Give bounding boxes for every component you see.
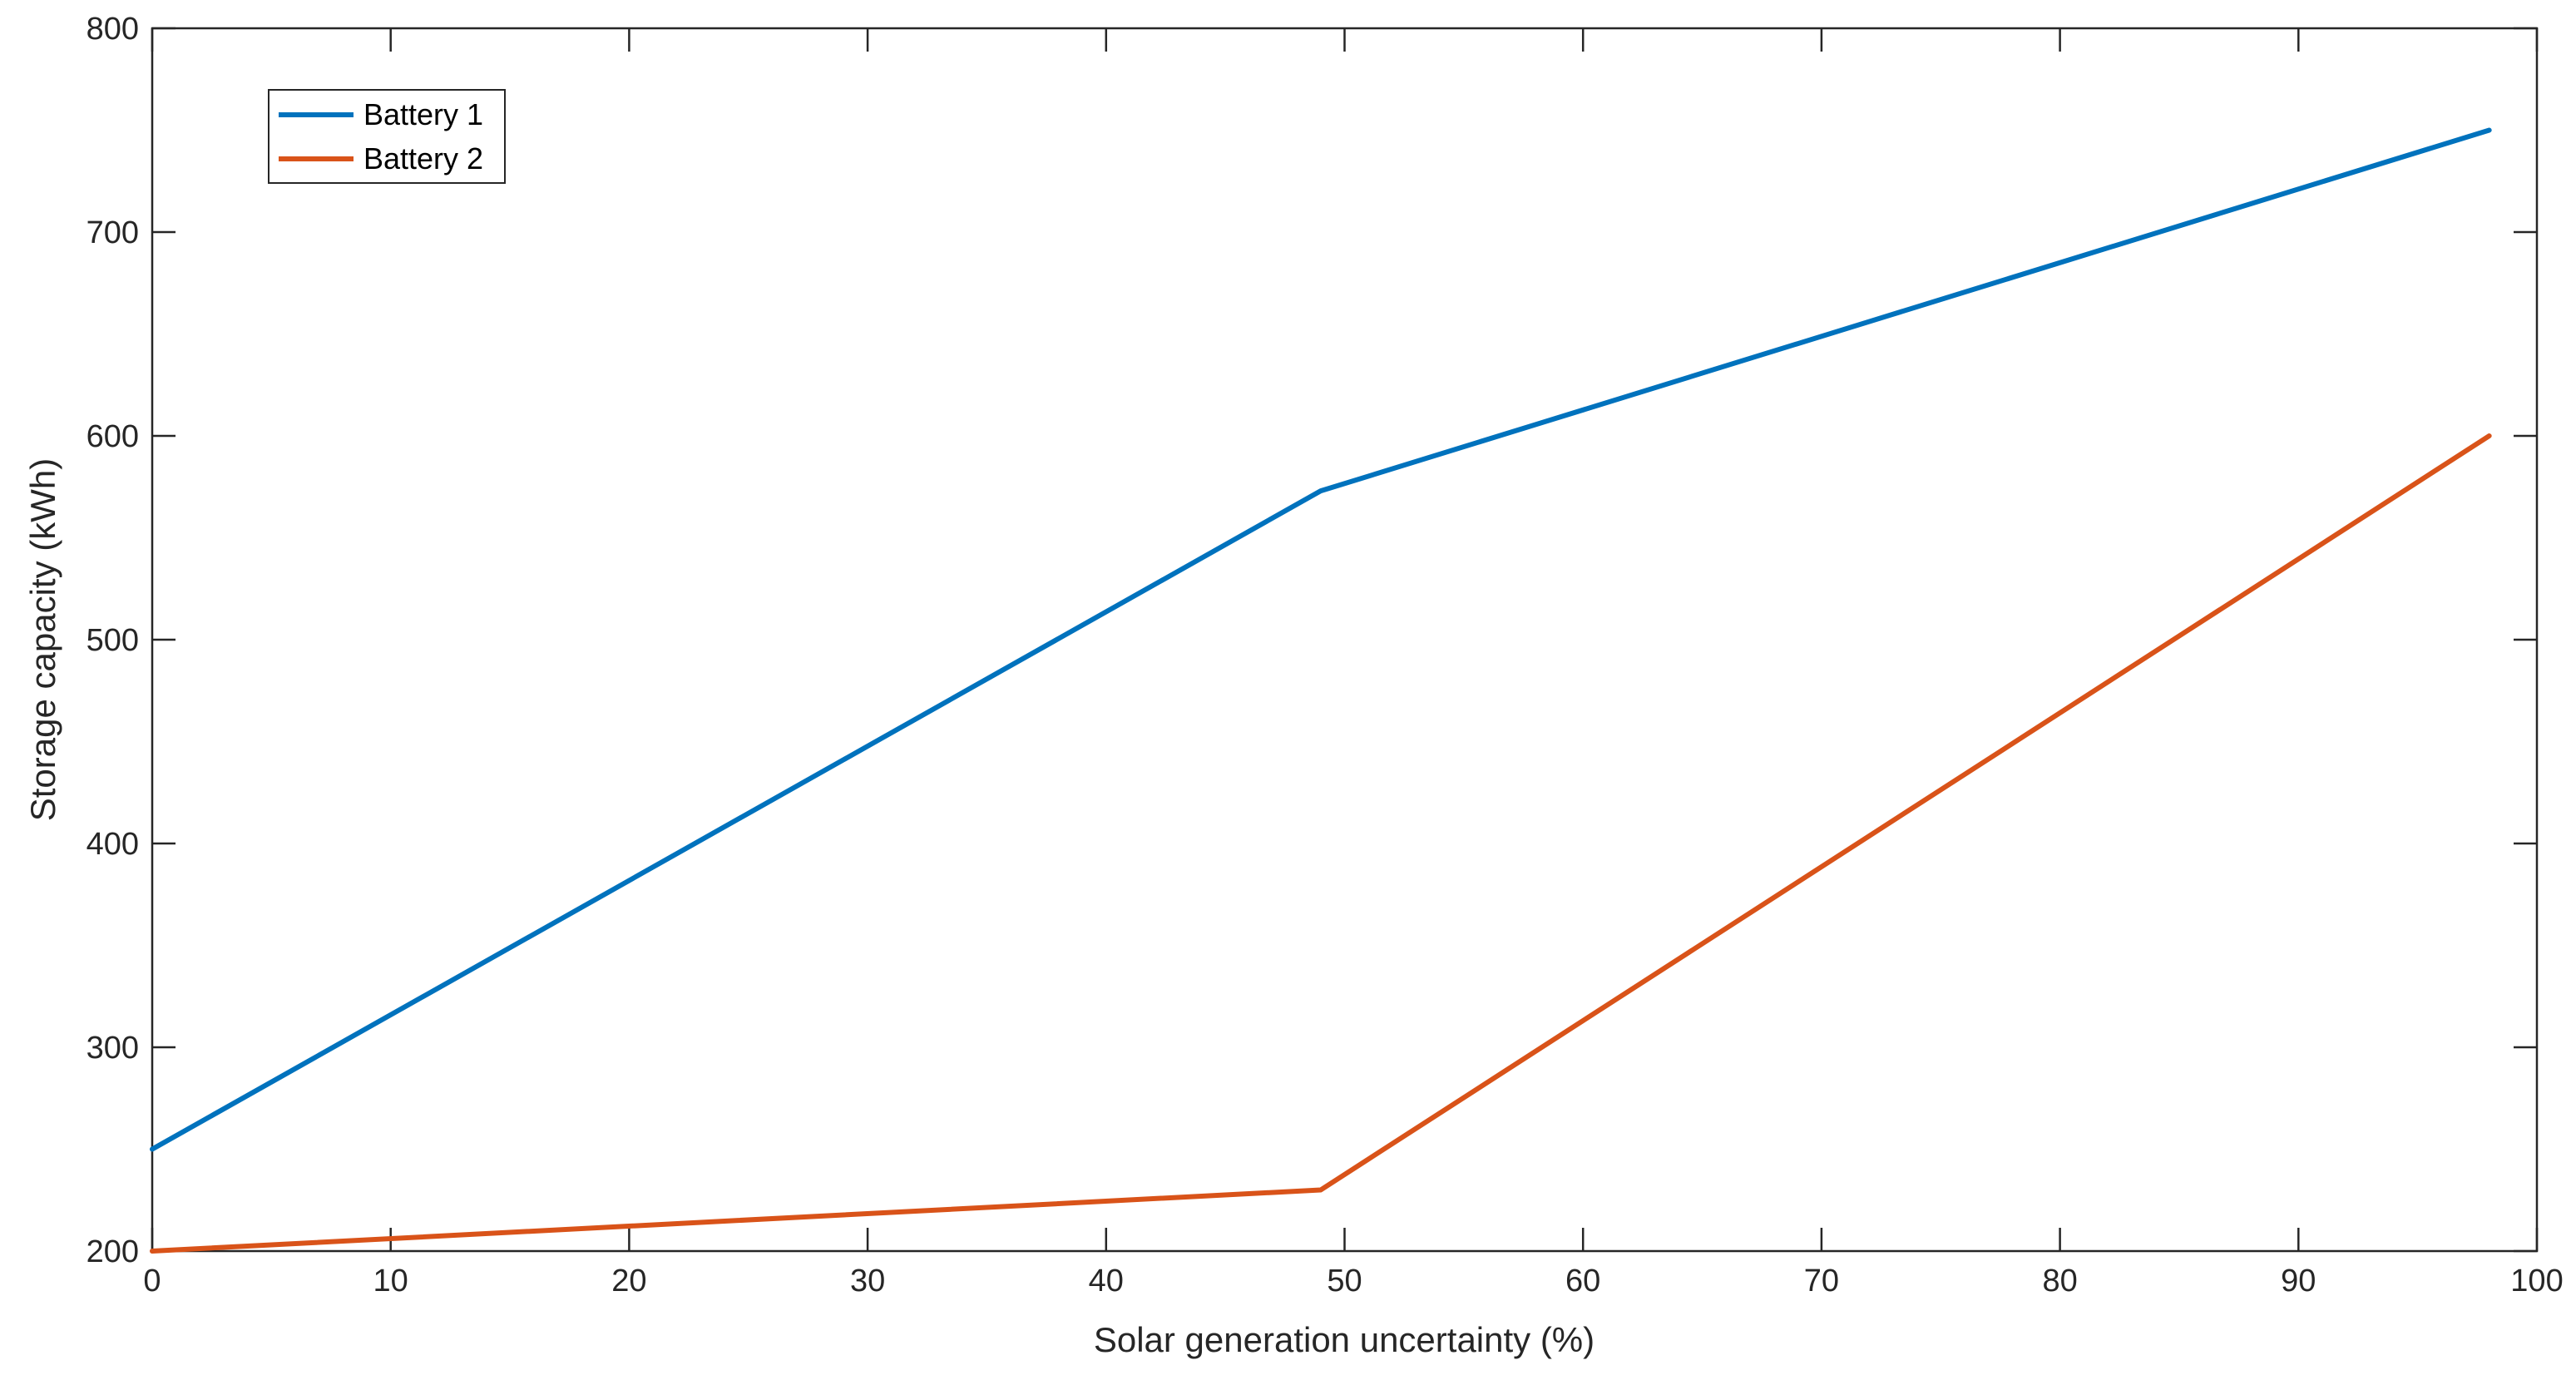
y-tick-label: 500 xyxy=(87,623,139,658)
x-tick-label: 50 xyxy=(1327,1264,1362,1298)
x-tick-label: 90 xyxy=(2281,1264,2316,1298)
plot-area xyxy=(151,27,2539,1253)
series-line-battery-1 xyxy=(150,127,2492,1152)
x-axis-label: Solar generation uncertainty (%) xyxy=(1094,1320,1595,1359)
x-tick-label: 60 xyxy=(1565,1264,1600,1298)
legend: Battery 1 Battery 2 xyxy=(268,89,506,184)
x-tick-label: 100 xyxy=(2510,1264,2563,1298)
x-tick-label: 30 xyxy=(850,1264,885,1298)
y-tick-label: 200 xyxy=(87,1234,139,1269)
x-tick-label: 40 xyxy=(1089,1264,1124,1298)
y-tick-label: 800 xyxy=(87,12,139,47)
legend-entry-battery-1: Battery 1 xyxy=(363,97,483,131)
legend-entry-battery-2: Battery 2 xyxy=(363,141,483,176)
y-axis-label: Storage capacity (kWh) xyxy=(23,458,62,822)
series-line-battery-2 xyxy=(150,433,2492,1254)
y-tick-label: 300 xyxy=(87,1031,139,1066)
y-tick-label: 400 xyxy=(87,827,139,862)
y-axis-ticks: 200 300 400 500 600 700 800 xyxy=(87,12,2537,1269)
x-tick-label: 80 xyxy=(2042,1264,2077,1298)
x-tick-label: 70 xyxy=(1804,1264,1839,1298)
y-tick-label: 600 xyxy=(87,419,139,454)
y-tick-label: 700 xyxy=(87,215,139,250)
x-tick-label: 10 xyxy=(373,1264,408,1298)
x-axis-ticks: 0 10 20 30 40 50 60 70 80 90 100 xyxy=(143,28,2564,1298)
series-lines xyxy=(150,127,2492,1254)
x-tick-label: 20 xyxy=(611,1264,646,1298)
x-tick-label: 0 xyxy=(143,1264,161,1298)
legend-box xyxy=(268,89,506,184)
